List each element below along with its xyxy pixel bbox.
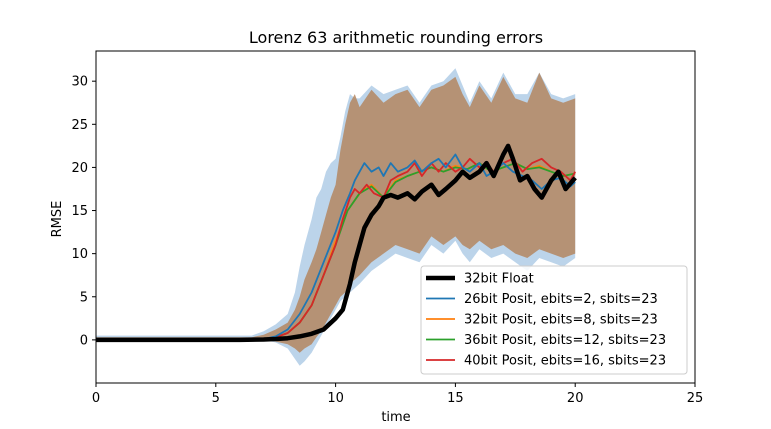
x-tick-label-5: 25 bbox=[687, 391, 704, 406]
legend-box bbox=[420, 265, 688, 375]
legend-label-0: 32bit Float bbox=[464, 272, 534, 287]
y-tick-label-0: 0 bbox=[80, 333, 88, 348]
series-line-0 bbox=[96, 143, 577, 343]
x-tick-label-3: 15 bbox=[447, 391, 464, 406]
legend: 32bit Float 26bit Posit, ebits=2, sbits=2… bbox=[420, 265, 688, 375]
x-tick-label-4: 20 bbox=[567, 391, 584, 406]
x-tick-label-1: 5 bbox=[212, 391, 220, 406]
x-tick-label-2: 10 bbox=[327, 391, 344, 406]
legend-label-4: 40bit Posit, ebits=16, sbits=23 bbox=[464, 354, 666, 369]
x-tick-label-0: 0 bbox=[92, 391, 100, 406]
plot-frame bbox=[95, 50, 696, 384]
y-axis-label: RMSE bbox=[50, 201, 65, 238]
y-tick-label-5: 25 bbox=[71, 118, 88, 133]
legend-label-2: 32bit Posit, ebits=8, sbits=23 bbox=[464, 313, 658, 328]
series-line-4 bbox=[96, 157, 576, 341]
x-axis-label: time bbox=[381, 410, 410, 425]
y-tick-label-6: 30 bbox=[71, 75, 88, 90]
y-tick-label-1: 5 bbox=[80, 290, 88, 305]
legend-label-1: 26bit Posit, ebits=2, sbits=23 bbox=[464, 292, 658, 307]
legend-label-3: 36bit Posit, ebits=12, sbits=23 bbox=[464, 333, 666, 348]
y-tick-label-2: 10 bbox=[71, 247, 88, 262]
uncertainty-band-dark bbox=[96, 72, 576, 353]
plot-area: 0 5 10 15 20 25 0 5 10 15 20 25 30 32bit Float 26bit P… bbox=[71, 50, 704, 406]
y-tick-label-3: 15 bbox=[71, 204, 88, 219]
y-tick-label-4: 20 bbox=[71, 161, 88, 176]
chart-title: Lorenz 63 arithmetic rounding errors bbox=[249, 28, 543, 47]
